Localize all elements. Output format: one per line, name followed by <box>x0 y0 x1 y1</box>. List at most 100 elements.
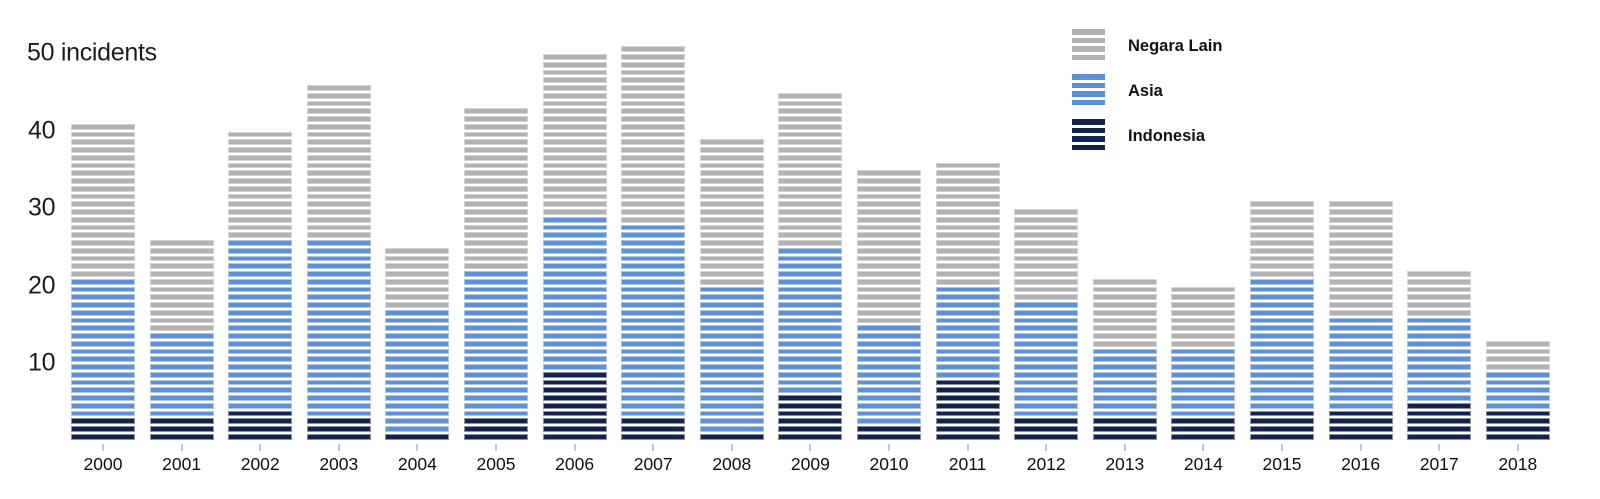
bar-segment-row-negara-lain <box>1092 294 1157 301</box>
bar-segment-row-negara-lain <box>464 201 528 208</box>
bar-segment-row-asia <box>306 247 371 254</box>
bar-segment-row-negara-lain <box>699 232 764 239</box>
bar-segment-row-asia <box>228 387 293 394</box>
bar-segment-row-negara-lain <box>1014 209 1079 215</box>
bar-segment-row-asia <box>149 364 214 370</box>
bar-segment-row-indonesia <box>621 433 686 440</box>
bar-segment-row-negara-lain <box>306 201 371 208</box>
bar-segment-row-asia <box>857 395 921 401</box>
bar-segment-row-negara-lain <box>699 271 764 277</box>
bar-segment-row-negara-lain <box>935 255 1000 262</box>
bar-segment-row-asia <box>306 294 371 301</box>
bar-segment-row-asia <box>699 340 764 347</box>
bar-segment-row-asia <box>228 247 293 254</box>
bar-segment-row-negara-lain <box>699 139 764 146</box>
bar-segment-row-negara-lain <box>699 278 764 285</box>
bar-segment-row-negara-lain <box>935 232 1000 239</box>
x-tick-mark <box>1438 444 1441 451</box>
x-tick-mark <box>1281 444 1283 451</box>
bar-segment-row-negara-lain <box>621 54 686 60</box>
bar-segment-row-asia <box>621 364 686 370</box>
bar-segment-row-asia <box>1171 410 1236 417</box>
bar-segment-row-negara-lain <box>306 162 371 169</box>
bar-segment-row-asia <box>464 325 528 332</box>
bar-segment-row-negara-lain <box>542 54 607 60</box>
bar-segment-row-asia <box>306 348 371 355</box>
bar-segment-row-negara-lain <box>778 100 843 107</box>
bar-segment-row-negara-lain <box>621 131 686 138</box>
bar-segment-row-asia <box>464 371 528 378</box>
bar-segment-row-negara-lain <box>306 85 371 91</box>
bar-segment-row-negara-lain <box>385 255 450 262</box>
bar-segment-row-asia <box>778 317 843 324</box>
bar-segment-row-negara-lain <box>464 255 528 262</box>
bar-segment-row-asia <box>621 240 686 246</box>
bar-segment-row-negara-lain <box>857 232 921 239</box>
x-tick-label: 2008 <box>712 454 752 474</box>
bar-segment-row-negara-lain <box>464 162 528 169</box>
x-tick-mark <box>337 444 340 451</box>
bar-segment-row-indonesia <box>542 387 607 394</box>
bar-segment-row-asia <box>1407 340 1472 347</box>
bar-segment-row-asia <box>621 333 686 339</box>
bar-segment-row-negara-lain <box>935 193 1000 200</box>
bar-segment-row-negara-lain <box>857 240 921 246</box>
bar-segment-row-indonesia <box>1250 418 1314 425</box>
bar-segment-row-negara-lain <box>857 317 921 324</box>
bar-segment-row-asia <box>306 387 371 394</box>
bar-segment-row-asia <box>1092 387 1157 394</box>
bar-segment-row-asia <box>385 387 450 394</box>
bar-segment-row-asia <box>464 286 528 293</box>
x-tick-label: 2003 <box>319 454 359 474</box>
legend-swatch-stripe <box>1072 29 1105 35</box>
bar-segment-row-negara-lain <box>1407 302 1472 308</box>
bar-segment-row-asia <box>1250 340 1314 347</box>
bar-segment-row-asia <box>306 410 371 417</box>
bar-segment-row-negara-lain <box>464 209 528 215</box>
bar-segment-row-indonesia <box>1328 418 1393 425</box>
bar-segment-row-negara-lain <box>542 209 607 215</box>
bar-segment-row-negara-lain <box>857 178 921 184</box>
x-tick-label: 2010 <box>869 454 909 474</box>
bar-segment-row-asia <box>1250 387 1314 394</box>
bar-segment-row-asia <box>699 387 764 394</box>
bar-segment-row-negara-lain <box>621 147 686 153</box>
bar-segment-row-negara-lain <box>778 131 843 138</box>
bar-segment-row-indonesia <box>699 433 764 440</box>
bar-segment-row-asia <box>621 395 686 401</box>
bar-segment-row-asia <box>1014 371 1079 378</box>
bar-segment-row-asia <box>621 379 686 386</box>
bar-segment-row-negara-lain <box>1328 201 1393 208</box>
bar-segment-row-negara-lain <box>149 255 214 262</box>
x-tick-label: 2004 <box>397 454 437 474</box>
bar-segment-row-indonesia <box>228 410 293 417</box>
bar-segment-row-negara-lain <box>699 255 764 262</box>
x-tick-mark <box>966 444 969 451</box>
bar-segment-row-negara-lain <box>306 170 371 177</box>
bar-segment-row-negara-lain <box>778 193 843 200</box>
bar-segment-row-asia <box>699 379 764 386</box>
bar-segment-row-asia <box>464 302 528 308</box>
legend-swatch <box>1072 29 1105 63</box>
bar-segment-row-indonesia <box>1407 410 1472 417</box>
bar-segment-row-asia <box>1328 379 1393 386</box>
bar-segment-row-asia <box>385 379 450 386</box>
bar-segment-row-asia <box>149 395 214 401</box>
bar-segment-row-negara-lain <box>699 240 764 246</box>
bar-segment-row-asia <box>228 395 293 401</box>
bar-segment-row-negara-lain <box>1250 263 1314 270</box>
bar-segment-row-asia <box>306 333 371 339</box>
bar-segment-row-negara-lain <box>149 240 214 246</box>
bar-segment-row-negara-lain <box>857 185 921 192</box>
bar-segment-row-asia <box>1092 364 1157 370</box>
bar-segment-row-negara-lain <box>621 61 686 68</box>
x-tick-mark <box>1123 444 1126 451</box>
bar-segment-row-negara-lain <box>228 131 293 138</box>
bar-2004 <box>385 247 450 442</box>
bar-segment-row-indonesia <box>1407 402 1472 409</box>
bar-segment-row-negara-lain <box>778 116 843 122</box>
bar-segment-row-negara-lain <box>935 201 1000 208</box>
bar-segment-row-asia <box>385 371 450 378</box>
bar-segment-row-negara-lain <box>1014 255 1079 262</box>
bar-2009 <box>778 92 843 442</box>
